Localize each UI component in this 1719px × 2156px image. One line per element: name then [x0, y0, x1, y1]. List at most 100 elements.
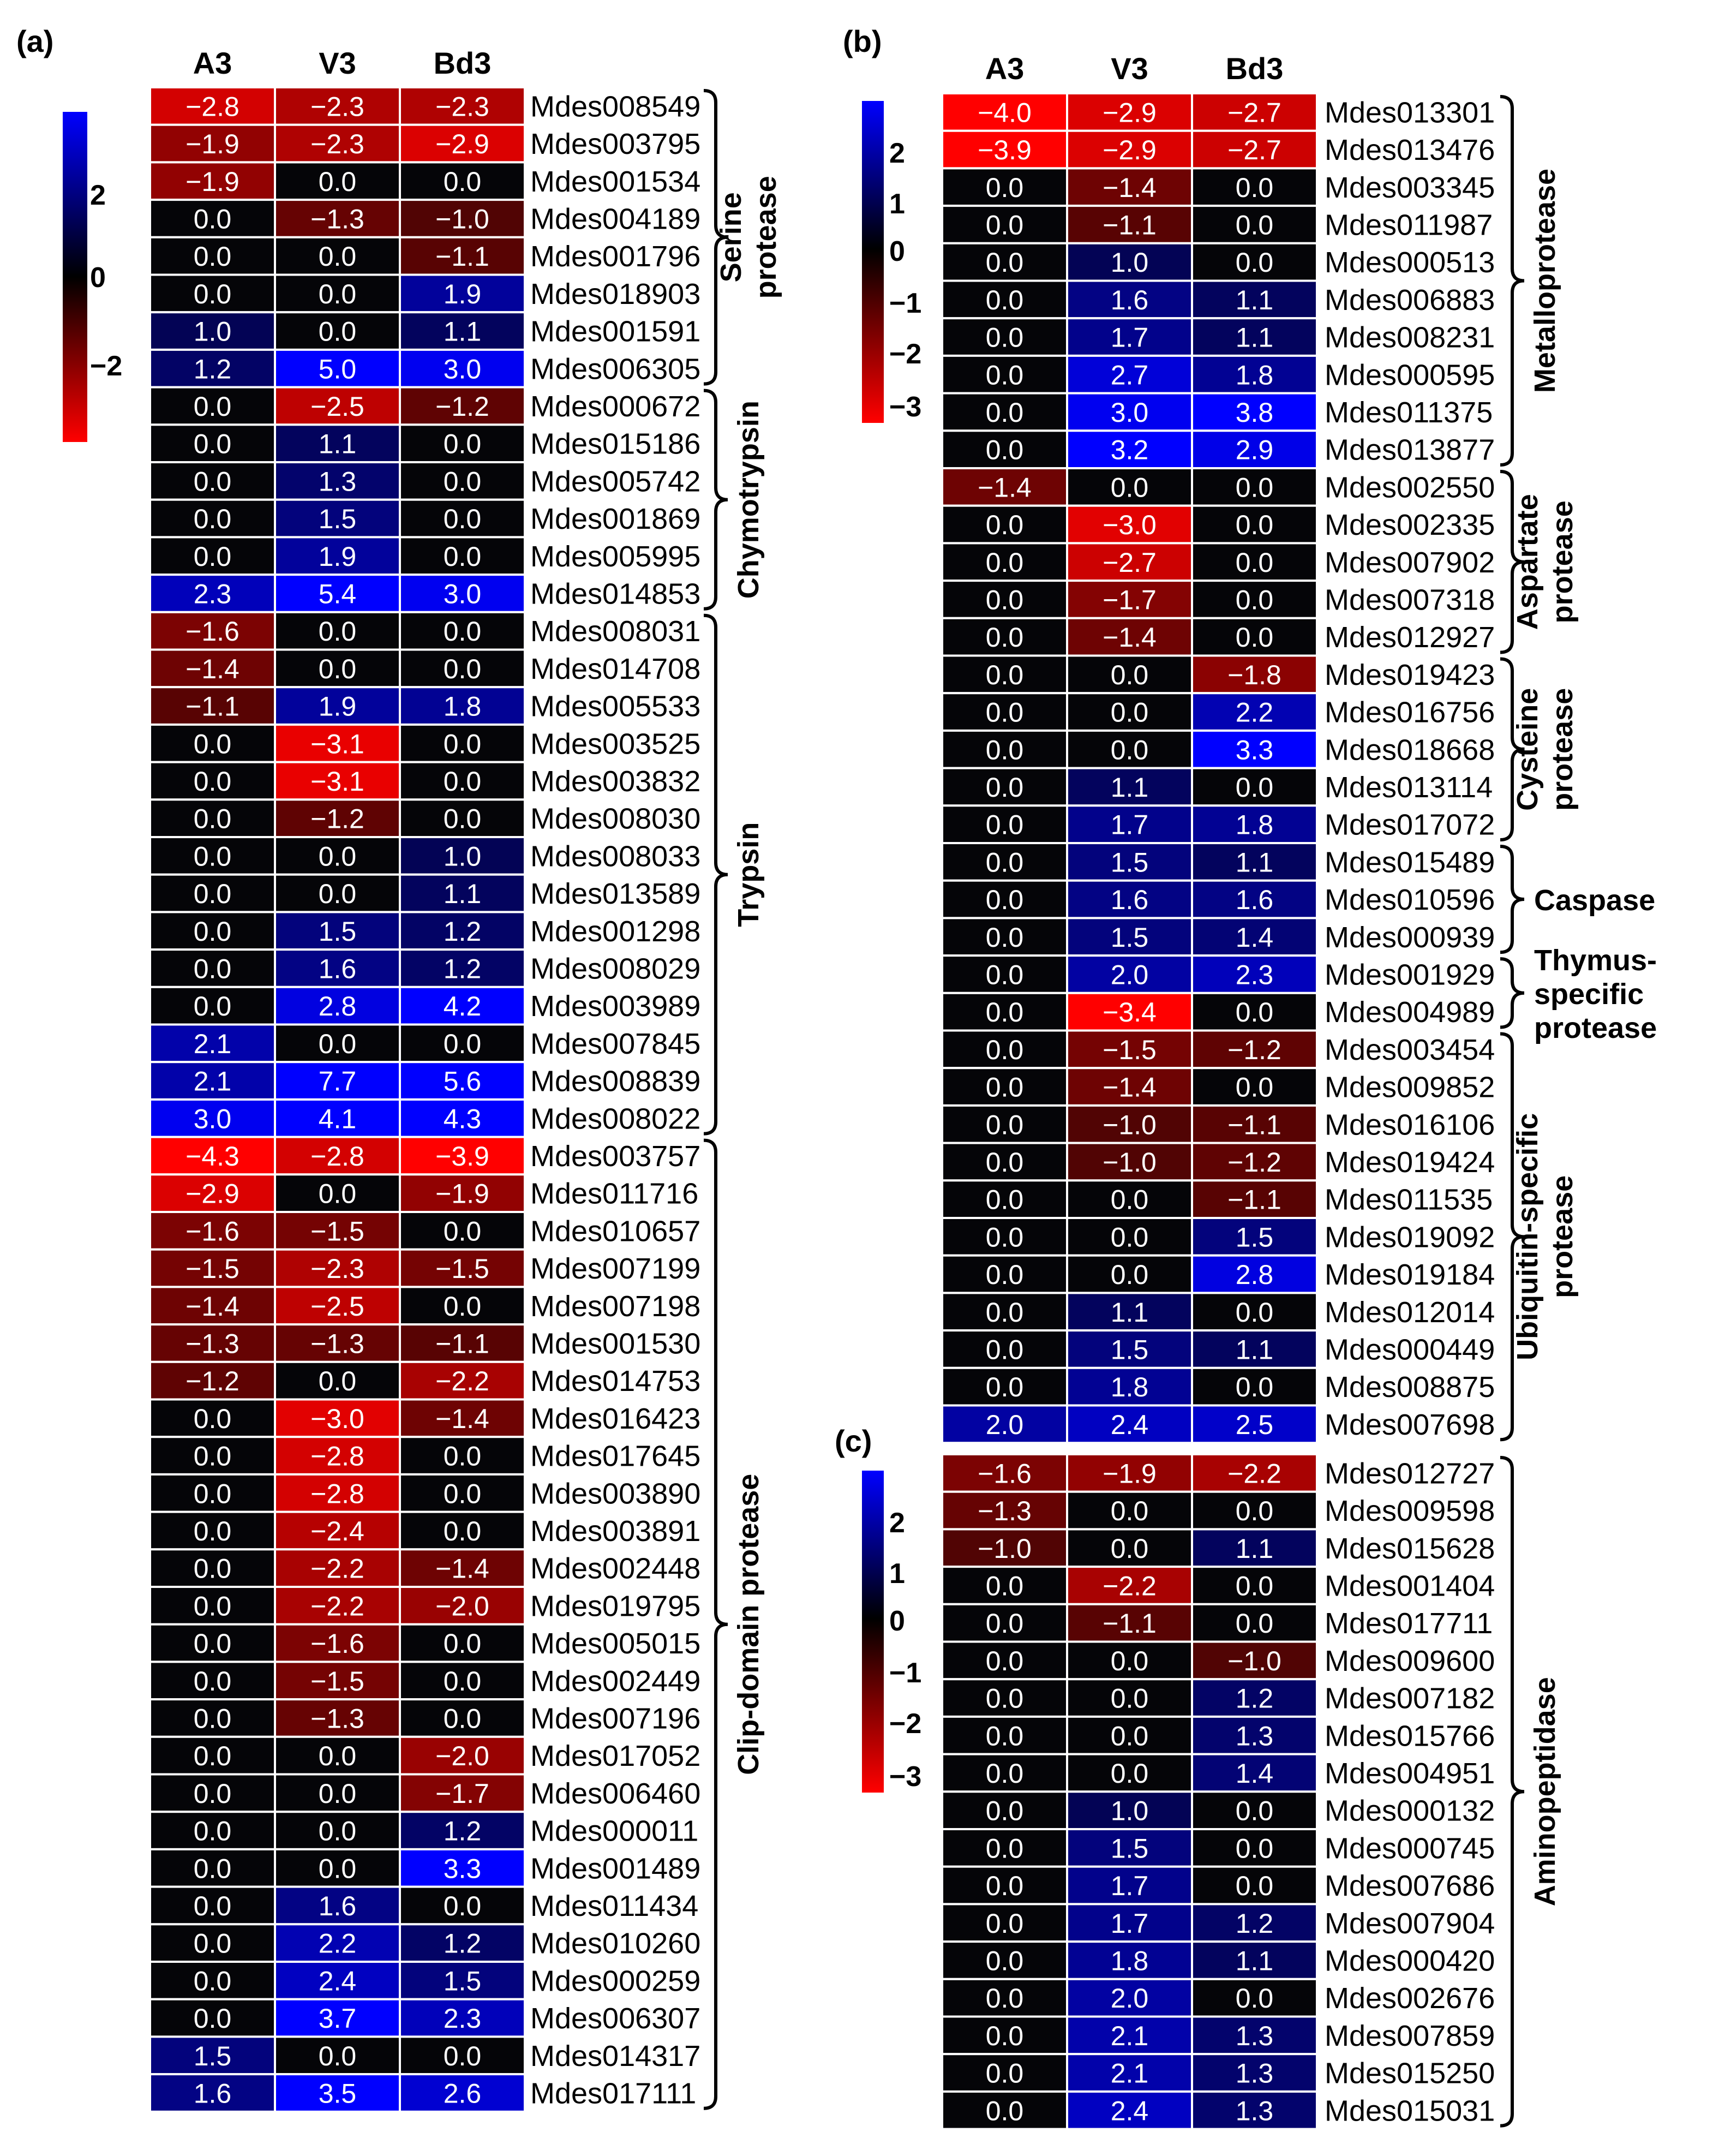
- gene-label: Mdes003454: [1325, 1034, 1495, 1066]
- cell-value: 0.0: [1111, 1533, 1149, 1564]
- heatmap-cell: [1191, 1292, 1318, 1332]
- cell-value: 0.0: [1111, 1758, 1149, 1789]
- cell-value: 4.2: [444, 991, 482, 1022]
- cell-value: −1.6: [310, 1628, 364, 1659]
- heatmap-cell: [1066, 542, 1193, 582]
- cell-value: 0.0: [444, 466, 482, 497]
- cell-value: 3.3: [444, 1853, 482, 1884]
- cell-value: −1.0: [1227, 1646, 1281, 1676]
- heatmap-cell: [399, 1398, 526, 1438]
- heatmap-cell: [1066, 1490, 1193, 1531]
- cell-value: 1.7: [1111, 810, 1149, 840]
- gene-label: Mdes000449: [1325, 1333, 1495, 1366]
- gene-label: Mdes011716: [530, 1178, 698, 1210]
- heatmap-cell: [399, 1735, 526, 1776]
- cell-value: 0.0: [194, 541, 232, 572]
- colorbar-tick-label: 0: [889, 236, 905, 267]
- heatmap-cell: [149, 1360, 276, 1401]
- cell-value: −1.0: [978, 1533, 1032, 1564]
- cell-value: 0.0: [1236, 997, 1274, 1028]
- heatmap-cell: [149, 1586, 276, 1626]
- cell-value: 0.0: [194, 1966, 232, 1996]
- cell-value: −1.2: [1227, 1035, 1281, 1065]
- cell-value: 0.0: [986, 247, 1024, 278]
- cell-value: 2.9: [1236, 435, 1274, 465]
- heatmap-cell: [1191, 692, 1318, 732]
- gene-label: Mdes015628: [1325, 1532, 1495, 1565]
- heatmap-cell: [399, 1661, 526, 1701]
- cell-value: 0.0: [986, 360, 1024, 390]
- heatmap-cell: [399, 1848, 526, 1888]
- cell-value: 0.0: [1236, 1608, 1274, 1639]
- gene-label: Mdes014753: [530, 1365, 700, 1397]
- heatmap-cell: [941, 167, 1068, 207]
- heatmap-cell: [1066, 1217, 1193, 1257]
- cell-value: 1.8: [444, 691, 482, 722]
- heatmap-cell: [399, 348, 526, 389]
- cell-value: 0.0: [194, 241, 232, 272]
- cell-value: 0.0: [986, 1908, 1024, 1939]
- heatmap-cell: [399, 648, 526, 689]
- cell-value: −2.2: [310, 1554, 364, 1584]
- cell-value: 0.0: [1111, 1496, 1149, 1526]
- heatmap-cell: [1191, 1715, 1318, 1755]
- cell-value: −2.2: [1227, 1458, 1281, 1489]
- cell-value: 0.0: [1111, 1683, 1149, 1714]
- heatmap-cell: [399, 1811, 526, 1850]
- heatmap-cell: [1191, 1029, 1318, 1070]
- gene-label: Mdes003525: [530, 727, 700, 760]
- heatmap-cell: [941, 1828, 1068, 1868]
- gene-label: Mdes007902: [1325, 546, 1495, 579]
- cell-value: 1.7: [1111, 322, 1149, 353]
- cell-value: −1.0: [1103, 1147, 1157, 1178]
- heatmap-cell: [1066, 205, 1193, 244]
- gene-label: Mdes019092: [1325, 1221, 1495, 1253]
- heatmap-cell: [941, 1566, 1068, 1605]
- cell-value: 0.0: [444, 429, 482, 459]
- heatmap-cell: [1191, 2015, 1318, 2056]
- heatmap-cell: [399, 1248, 526, 1288]
- heatmap-cell: [1066, 429, 1193, 469]
- cell-value: 1.0: [194, 316, 232, 347]
- cell-value: 1.6: [319, 953, 357, 984]
- cell-value: 1.3: [1236, 2021, 1274, 2051]
- cell-value: 3.3: [1236, 734, 1274, 765]
- heatmap-cell: [274, 911, 401, 951]
- cell-value: 1.2: [1236, 1683, 1274, 1714]
- cell-value: 1.5: [319, 916, 357, 947]
- heatmap-cell: [1191, 1453, 1318, 1493]
- gene-label: Mdes002449: [530, 1665, 700, 1698]
- column-header-b-bd3: Bd3: [1226, 51, 1284, 86]
- cell-value: −1.8: [1227, 660, 1281, 690]
- cell-value: −1.1: [435, 1328, 489, 1359]
- heatmap-cell: [941, 842, 1068, 882]
- cell-value: 0.0: [319, 166, 357, 197]
- heatmap-cell: [941, 1940, 1068, 1980]
- heatmap-cell: [1066, 392, 1193, 432]
- heatmap-cell: [149, 1885, 276, 1926]
- gene-label: Mdes013589: [530, 877, 700, 910]
- cell-value: 0.0: [194, 1554, 232, 1584]
- cell-value: 0.0: [1111, 660, 1149, 690]
- heatmap-cell: [1191, 1366, 1318, 1407]
- cell-value: 1.8: [1236, 810, 1274, 840]
- cell-value: 0.0: [319, 841, 357, 871]
- cell-value: 0.0: [986, 1035, 1024, 1065]
- cell-value: −1.2: [435, 391, 489, 422]
- heatmap-cell: [1191, 504, 1318, 545]
- cell-value: −2.8: [310, 1441, 364, 1472]
- heatmap-cell: [941, 1029, 1068, 1070]
- heatmap-cell: [941, 617, 1068, 657]
- gene-label: Mdes010260: [530, 1927, 700, 1960]
- heatmap-cell: [1066, 992, 1193, 1032]
- cell-value: 3.0: [444, 354, 482, 384]
- cell-value: 0.0: [1111, 697, 1149, 728]
- gene-label: Mdes013301: [1325, 96, 1495, 129]
- cell-value: 2.4: [319, 1966, 357, 1996]
- cell-value: 0.0: [986, 660, 1024, 690]
- cell-value: 0.0: [194, 804, 232, 834]
- cell-value: −2.0: [435, 1591, 489, 1621]
- panel-b-label: (b): [843, 24, 882, 58]
- heatmap-cell: [1191, 654, 1318, 695]
- gene-label: Mdes015489: [1325, 846, 1495, 879]
